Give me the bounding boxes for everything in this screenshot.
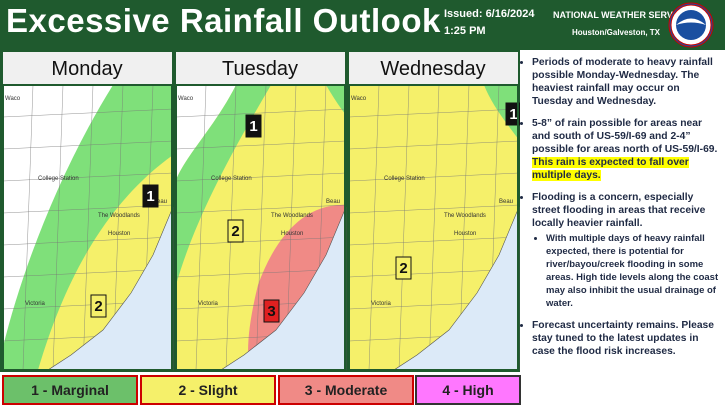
county-line [2, 140, 174, 150]
city-label: Beau [326, 199, 340, 205]
map-panel: Tuesday Waco College Station The Woodlands H… [175, 52, 347, 371]
county-line [175, 108, 347, 118]
city-label: Beau [153, 199, 167, 205]
logo [668, 2, 714, 48]
risk-box [395, 256, 412, 280]
issue-time: 1:25 PM [444, 25, 486, 37]
panel-border [175, 84, 346, 371]
risk-number: 1 [509, 106, 517, 123]
bullet: Flooding is a concern, especially street… [532, 191, 720, 310]
bullet-text: Flooding is a concern, especially street… [532, 192, 706, 229]
office: Houston/Galveston, TX [572, 28, 661, 37]
city-label: Waco [178, 96, 194, 102]
risk-box [263, 299, 280, 323]
city-label: Beau [499, 199, 513, 205]
county-line [348, 108, 520, 118]
county-line [2, 108, 174, 118]
city-label: The Woodlands [98, 213, 140, 219]
bullet: Periods of moderate to heavy rainfall po… [532, 56, 720, 108]
map: Waco College Station The Woodlands Houston V… [348, 84, 522, 371]
legend-item: 4 - High [415, 375, 521, 405]
bullet: Forecast uncertainty remains. Please sta… [532, 319, 720, 358]
city-label: Waco [351, 96, 367, 102]
legend: 1 - Marginal 2 - Slight 3 - Moderate 4 - Hi… [0, 372, 521, 408]
day-header [349, 52, 518, 84]
discussion: Periods of moderate to heavy rainfall po… [520, 50, 720, 408]
county-line [398, 84, 410, 371]
city-label: College Station [384, 176, 425, 182]
county-line [175, 204, 347, 214]
day-label: Monday [51, 58, 122, 80]
header: Excessive Rainfall Outlook Issued: 6/16/… [0, 0, 725, 50]
bullet-text: 5-8” of rain possible for areas near and… [532, 118, 718, 155]
city-label: The Woodlands [271, 213, 313, 219]
risk-number: 1 [146, 188, 154, 205]
issued: Issued: 6/16/2024 [444, 8, 535, 20]
county-line [22, 84, 34, 371]
risk-box [142, 184, 159, 208]
county-line [175, 236, 347, 246]
risk-area [176, 85, 236, 180]
county-line [348, 172, 520, 182]
risk-box [90, 294, 107, 318]
risk-area [176, 85, 271, 285]
maps: Monday Waco College Station The Woodlands Ho… [2, 52, 522, 371]
risk-number: 3 [267, 303, 275, 320]
county-line [175, 172, 347, 182]
city-label: Victoria [25, 301, 46, 307]
county-line [52, 84, 64, 371]
day-label: Tuesday [222, 58, 298, 80]
legend-item: 2 - Slight [140, 375, 276, 405]
legend-item: 3 - Moderate [278, 375, 414, 405]
map: Waco College Station The Woodlands Houston V… [2, 84, 174, 371]
city-label: Houston [281, 231, 303, 237]
risk-number: 1 [249, 118, 257, 135]
county-line [348, 236, 520, 246]
city-label: Waco [5, 96, 21, 102]
city-label: The Woodlands [444, 213, 486, 219]
bullet-text: Forecast uncertainty remains. Please sta… [532, 320, 714, 357]
county-line [82, 84, 94, 371]
day-label: Wednesday [380, 58, 485, 80]
risk-number: 2 [399, 260, 407, 277]
panel-border [348, 84, 519, 371]
city-label: Victoria [198, 301, 219, 307]
city-label: College Station [211, 176, 252, 182]
risk-area [326, 85, 346, 115]
city-label: Victoria [371, 301, 392, 307]
day-header [176, 52, 345, 84]
legend-item: 1 - Marginal [2, 375, 138, 405]
day-header [3, 52, 172, 84]
city-label: Houston [108, 231, 130, 237]
city-label: College Station [38, 176, 79, 182]
risk-box [227, 219, 244, 243]
map-panel: Wednesday Waco College Station The Woodland… [348, 52, 522, 371]
county-line [195, 84, 207, 371]
county-line [2, 236, 174, 246]
county-line [428, 84, 440, 371]
county-line [255, 84, 267, 371]
risk-box [245, 114, 262, 138]
highlight-text: This rain is expected to fall over multi… [532, 157, 689, 181]
map-panel: Monday Waco College Station The Woodlands Ho… [2, 52, 174, 371]
county-line [348, 140, 520, 150]
sub-bullet: With multiple days of heavy rainfall exp… [546, 232, 720, 310]
organization: NATIONAL WEATHER SERVICE [553, 10, 688, 20]
sub-list: With multiple days of heavy rainfall exp… [532, 232, 720, 310]
risk-number: 2 [94, 298, 102, 315]
bullet: 5-8” of rain possible for areas near and… [532, 117, 720, 182]
county-line [2, 172, 174, 182]
county-line [368, 84, 380, 371]
map-panels: Monday Waco College Station The Woodlands Ho… [0, 50, 522, 372]
title: Excessive Rainfall Outlook [6, 2, 441, 39]
panel-border [2, 84, 173, 371]
risk-area [484, 85, 519, 140]
risk-number: 2 [231, 223, 239, 240]
county-line [175, 140, 347, 150]
map: Waco College Station The Woodlands Houston V… [175, 84, 347, 371]
city-label: Houston [454, 231, 476, 237]
county-line [348, 204, 520, 214]
bullet-text: Periods of moderate to heavy rainfall po… [532, 57, 713, 107]
